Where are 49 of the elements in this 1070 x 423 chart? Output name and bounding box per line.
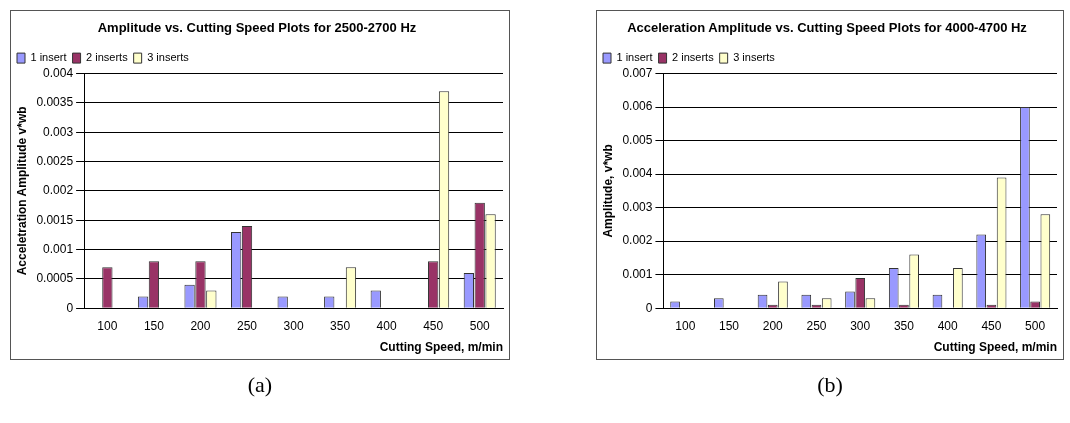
x-tick-label: 250	[806, 318, 827, 333]
x-tick-label: 100	[97, 318, 118, 333]
y-axis-title: Amplitude, v*wb	[600, 144, 615, 238]
y-tick-label: 0.003	[622, 199, 653, 214]
y-tick-label: 0	[66, 300, 74, 315]
y-tick-label: 0.004	[622, 166, 653, 181]
legend-label: 1 insert	[616, 51, 653, 64]
legend-label: 2 inserts	[672, 51, 715, 64]
y-tick-label: 0.007	[622, 65, 653, 80]
y-axis-title: Acceletration Amplitude v*wb	[14, 106, 29, 276]
x-axis-title: Cutting Speed, m/min	[933, 340, 1057, 355]
text: (a)	[246, 372, 274, 398]
legend-label: 1 insert	[30, 51, 67, 64]
y-tick-label: 0.002	[43, 183, 74, 198]
x-tick-label: 300	[850, 318, 871, 333]
x-tick-label: 200	[190, 318, 211, 333]
x-tick-label: 150	[719, 318, 740, 333]
x-tick-label: 300	[283, 318, 304, 333]
legend-label: 3 inserts	[147, 51, 190, 64]
x-tick-label: 450	[981, 318, 1002, 333]
x-tick-label: 250	[236, 318, 258, 333]
legend-label: 3 inserts	[733, 51, 776, 64]
y-tick-label: 0.001	[43, 241, 74, 256]
x-axis-title: Cutting Speed, m/min	[379, 340, 503, 355]
x-tick-label: 350	[893, 318, 915, 333]
y-tick-label: 0.0025	[36, 153, 74, 168]
legend-label: 2 inserts	[86, 51, 129, 64]
y-tick-label: 0.0005	[36, 271, 74, 286]
y-tick-label: 0.005	[622, 132, 653, 147]
x-tick-label: 150	[143, 318, 165, 333]
x-tick-label: 500	[469, 318, 491, 333]
y-tick-label: 0.0035	[36, 95, 74, 110]
y-tick-label: 0.001	[622, 267, 653, 281]
y-tick-label: 0.004	[43, 65, 74, 80]
y-tick-label: 0.0015	[36, 212, 74, 227]
text: (b)	[816, 372, 844, 398]
y-tick-label: 0.006	[622, 99, 653, 114]
x-tick-label: 100	[675, 318, 696, 333]
chart-title: Acceleration Amplitude vs. Cutting Speed Plots for 4000-4700 Hz	[627, 20, 1028, 36]
chart-title: Amplitude vs. Cutting Speed Plots for 2500-2700 Hz	[97, 20, 417, 36]
x-tick-label: 500	[1025, 318, 1046, 333]
x-tick-label: 450	[423, 318, 444, 333]
y-tick-label: 0	[645, 300, 653, 315]
x-tick-label: 350	[330, 318, 351, 333]
x-tick-label: 400	[376, 318, 397, 333]
y-tick-label: 0.003	[43, 124, 74, 139]
x-tick-label: 400	[937, 318, 959, 333]
x-tick-label: 200	[762, 318, 784, 333]
y-tick-label: 0.002	[622, 233, 653, 248]
